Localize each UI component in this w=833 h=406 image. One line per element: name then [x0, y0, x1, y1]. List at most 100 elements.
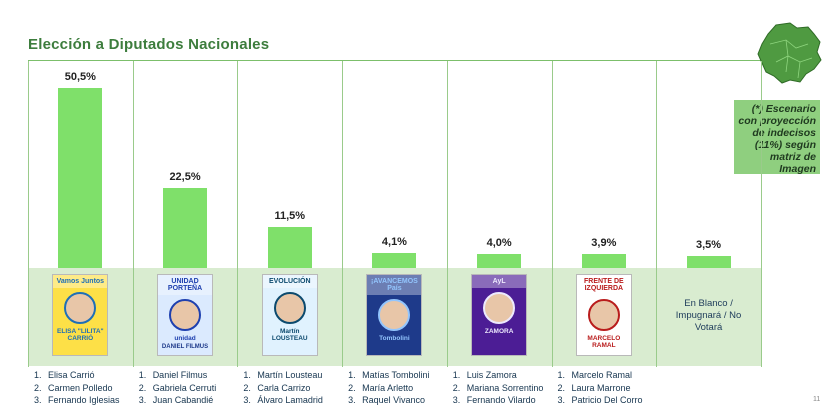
candidate-name: María Arletto	[362, 382, 414, 393]
candidate-item: 2. Mariana Sorrentino	[453, 382, 544, 395]
candidate-name: Mariana Sorrentino	[466, 382, 544, 393]
poster-heading: ¡AVANCEMOS País	[367, 275, 422, 295]
candidate-rank: 2.	[34, 382, 42, 393]
candidate-name: Laura Marrone	[571, 382, 631, 393]
poster-name: ELISA "LILITA" CARRIÓ	[57, 328, 104, 342]
candidate-photo	[64, 292, 97, 324]
column-separator	[656, 61, 657, 367]
ballot-poster: EVOLUCIÓN Martín LOUSTEAU	[261, 274, 318, 356]
poster-heading: UNIDAD PORTEÑA	[158, 275, 213, 295]
bar	[267, 227, 312, 268]
candidate-item: 1. Elisa Carrió	[34, 369, 120, 382]
poster-name: unidad	[174, 335, 196, 342]
candidate-list: 1. Matías Tombolini 2. María Arletto 3. Raque…	[348, 369, 429, 406]
candidate-item: 1. Daniel Filmus	[139, 369, 217, 382]
candidate-name: Carla Carrizo	[257, 382, 311, 393]
ballot-poster: AyL ZAMORA	[471, 274, 528, 356]
column-separator	[237, 61, 238, 367]
candidate-item: 1. Marcelo Ramal	[558, 369, 643, 382]
candidate-name: Daniel Filmus	[152, 370, 208, 380]
poster-name: ZAMORA	[484, 328, 514, 335]
candidate-item: 3. Álvaro Lamadrid	[243, 394, 323, 406]
candidate-name: Elisa Carrió	[48, 370, 95, 380]
candidate-item: 3. Juan Cabandié	[139, 394, 217, 406]
poster-heading: FRENTE DE IZQUIERDA	[576, 275, 631, 295]
ballot-poster: ¡AVANCEMOS País Tombolini	[366, 274, 423, 356]
column-separator	[342, 61, 343, 367]
column-separator	[133, 61, 134, 367]
candidate-rank: 1.	[34, 370, 42, 380]
poster-subname: DANIEL FILMUS	[161, 343, 209, 350]
data-label: 11,5%	[274, 210, 306, 223]
poster-name: MARCELO RAMAL	[587, 335, 621, 349]
bar	[581, 254, 626, 268]
blank-vote-label: En Blanco / Impugnará / No Votará	[675, 298, 742, 333]
candidate-name: Fernando Vilardo	[466, 395, 536, 405]
candidate-rank: 2.	[138, 382, 147, 393]
candidate-rank: 2.	[557, 382, 566, 393]
candidate-item: 2. Laura Marrone	[558, 382, 643, 395]
projection-note: (*) Escenario con proyección de indeciso…	[734, 100, 820, 175]
bar	[58, 88, 103, 268]
candidate-name: Raquel Vivanco	[362, 395, 425, 405]
candidate-rank: 2.	[348, 382, 356, 393]
candidate-rank: 3.	[243, 395, 251, 405]
column-separator	[761, 61, 762, 367]
candidate-name: Gabriela Cerruti	[152, 382, 217, 393]
candidate-rank: 1.	[138, 370, 147, 380]
candidate-item: 3. Fernando Vilardo	[453, 394, 544, 406]
candidate-item: 1. Matías Tombolini	[348, 369, 429, 382]
candidate-rank: 3.	[138, 395, 147, 405]
data-label: 22,5%	[169, 170, 201, 183]
candidate-photo	[483, 292, 516, 324]
candidate-rank: 1.	[348, 370, 356, 380]
page-number: 11	[813, 396, 821, 403]
candidate-rank: 2.	[452, 382, 461, 393]
candidate-rank: 1.	[452, 370, 461, 380]
candidate-rank: 3.	[34, 395, 42, 405]
candidate-photo	[378, 299, 411, 331]
title-divider	[28, 60, 763, 61]
candidate-name: Carmen Polledo	[48, 382, 113, 393]
poster-heading: EVOLUCIÓN	[262, 275, 317, 288]
candidate-photo	[273, 292, 306, 324]
candidate-name: Luis Zamora	[466, 370, 517, 380]
candidate-name: Patricio Del Corro	[571, 395, 643, 405]
column-separator	[447, 61, 448, 367]
buenos-aires-map-icon	[757, 22, 822, 84]
candidate-item: 3. Fernando Iglesias	[34, 394, 120, 406]
candidate-list: 1. Marcelo Ramal 2. Laura Marrone 3. Patricio…	[558, 369, 643, 406]
candidate-photo	[587, 299, 620, 331]
candidate-name: Martín Lousteau	[257, 370, 323, 380]
bar	[477, 253, 522, 268]
ballot-poster: Vamos Juntos ELISA "LILITA" CARRIÓ	[52, 274, 109, 356]
poster-heading: AyL	[472, 275, 527, 288]
candidate-item: 3. Patricio Del Corro	[558, 394, 643, 406]
candidate-item: 2. María Arletto	[348, 382, 429, 395]
poster-name: Martín LOUSTEAU	[271, 328, 308, 342]
candidate-name: Fernando Iglesias	[48, 395, 120, 405]
data-label: 3,5%	[696, 238, 722, 251]
candidate-rank: 3.	[452, 395, 461, 405]
candidate-item: 2. Carmen Polledo	[34, 382, 120, 395]
candidate-rank: 3.	[557, 395, 566, 405]
data-label: 4,0%	[486, 236, 512, 249]
candidate-rank: 1.	[557, 370, 566, 380]
candidate-rank: 2.	[243, 382, 251, 393]
chart-title: Elección a Diputados Nacionales	[28, 36, 270, 53]
ballot-poster: UNIDAD PORTEÑA unidad DANIEL FILMUS	[157, 274, 214, 356]
candidate-name: Álvaro Lamadrid	[257, 395, 323, 405]
column-separator	[28, 61, 29, 367]
poster-name: Tombolini	[379, 335, 410, 342]
candidate-list: 1. Elisa Carrió 2. Carmen Polledo 3. Fernando…	[34, 369, 120, 406]
candidate-photo	[169, 299, 202, 331]
candidate-list: 1. Luis Zamora 2. Mariana Sorrentino 3. Ferna…	[453, 369, 544, 406]
candidate-name: Juan Cabandié	[152, 395, 214, 405]
data-label: 3,9%	[591, 237, 617, 250]
data-label: 4,1%	[381, 236, 407, 249]
candidate-name: Marcelo Ramal	[571, 370, 633, 380]
ballot-poster: FRENTE DE IZQUIERDA MARCELO RAMAL	[575, 274, 632, 356]
candidate-item: 1. Martín Lousteau	[243, 369, 323, 382]
candidate-item: 1. Luis Zamora	[453, 369, 544, 382]
